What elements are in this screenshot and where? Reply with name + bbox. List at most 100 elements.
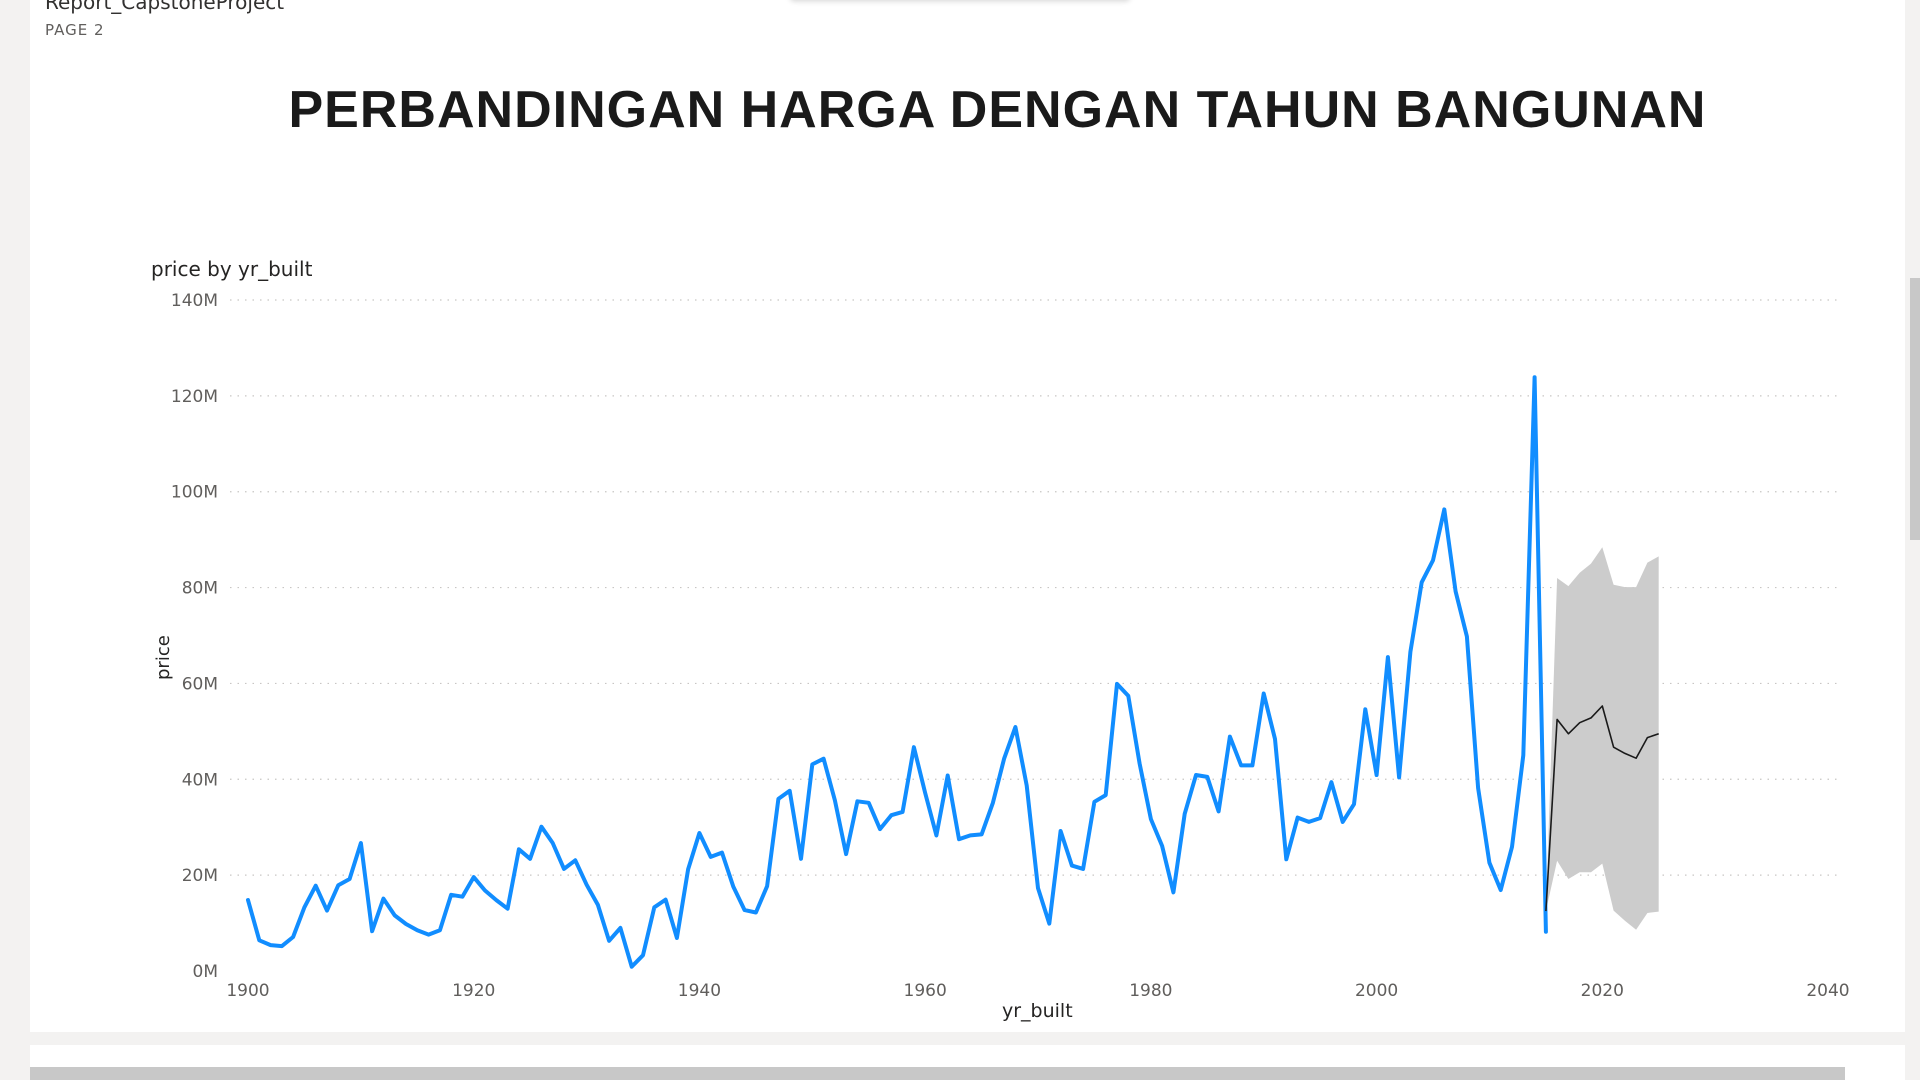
data-point[interactable]	[607, 939, 611, 943]
data-point[interactable]	[1442, 507, 1446, 511]
data-point[interactable]	[1420, 580, 1424, 584]
data-point[interactable]	[1138, 762, 1142, 766]
data-point[interactable]	[336, 883, 340, 887]
data-point[interactable]	[302, 905, 306, 909]
data-point[interactable]	[269, 943, 273, 947]
data-point[interactable]	[1318, 816, 1322, 820]
data-point[interactable]	[675, 936, 679, 940]
data-point[interactable]	[1059, 829, 1063, 833]
data-point[interactable]	[731, 885, 735, 889]
data-point[interactable]	[494, 898, 498, 902]
data-point[interactable]	[765, 884, 769, 888]
data-point[interactable]	[901, 810, 905, 814]
data-point[interactable]	[438, 928, 442, 932]
data-point[interactable]	[776, 797, 780, 801]
vertical-scrollbar[interactable]	[1910, 278, 1920, 540]
data-point[interactable]	[348, 877, 352, 881]
data-point[interactable]	[1329, 780, 1333, 784]
data-point[interactable]	[291, 935, 295, 939]
data-point[interactable]	[934, 833, 938, 837]
data-point[interactable]	[1070, 864, 1074, 868]
data-point[interactable]	[1115, 682, 1119, 686]
data-point[interactable]	[1228, 735, 1232, 739]
data-point[interactable]	[370, 929, 374, 933]
data-point[interactable]	[1092, 800, 1096, 804]
data-point[interactable]	[946, 774, 950, 778]
data-point[interactable]	[1149, 817, 1153, 821]
data-point[interactable]	[1262, 692, 1266, 696]
data-point[interactable]	[415, 928, 419, 932]
data-point[interactable]	[1239, 763, 1243, 767]
data-point[interactable]	[878, 827, 882, 831]
data-point[interactable]	[1352, 802, 1356, 806]
data-point[interactable]	[844, 852, 848, 856]
data-point[interactable]	[483, 889, 487, 893]
data-point[interactable]	[833, 798, 837, 802]
data-point[interactable]	[1002, 757, 1006, 761]
data-point[interactable]	[539, 825, 543, 829]
data-point[interactable]	[585, 883, 589, 887]
data-point[interactable]	[1171, 890, 1175, 894]
data-point[interactable]	[1386, 655, 1390, 659]
data-point[interactable]	[1476, 786, 1480, 790]
data-point[interactable]	[1183, 812, 1187, 816]
data-point[interactable]	[1431, 558, 1435, 562]
data-point[interactable]	[1307, 820, 1311, 824]
data-point[interactable]	[1465, 635, 1469, 639]
data-point[interactable]	[257, 938, 261, 942]
data-point[interactable]	[912, 745, 916, 749]
data-point[interactable]	[867, 801, 871, 805]
data-point[interactable]	[641, 953, 645, 957]
data-point[interactable]	[472, 875, 476, 879]
data-point[interactable]	[325, 909, 329, 913]
data-point[interactable]	[280, 944, 284, 948]
data-point[interactable]	[427, 933, 431, 937]
data-point[interactable]	[1047, 922, 1051, 926]
data-point[interactable]	[618, 926, 622, 930]
data-point[interactable]	[1544, 930, 1548, 934]
horizontal-scrollbar[interactable]	[30, 1067, 1845, 1080]
data-point[interactable]	[1454, 589, 1458, 593]
data-point[interactable]	[1081, 867, 1085, 871]
data-point[interactable]	[314, 884, 318, 888]
data-point[interactable]	[1533, 375, 1537, 379]
data-point[interactable]	[573, 858, 577, 862]
data-point[interactable]	[1499, 888, 1503, 892]
data-point[interactable]	[720, 851, 724, 855]
data-point[interactable]	[551, 841, 555, 845]
data-point[interactable]	[460, 895, 464, 899]
data-point[interactable]	[246, 898, 250, 902]
data-point[interactable]	[449, 893, 453, 897]
data-point[interactable]	[799, 857, 803, 861]
data-point[interactable]	[968, 833, 972, 837]
data-point[interactable]	[506, 907, 510, 911]
data-point[interactable]	[1341, 820, 1345, 824]
data-point[interactable]	[957, 837, 961, 841]
data-point[interactable]	[664, 898, 668, 902]
data-point[interactable]	[1296, 816, 1300, 820]
data-point[interactable]	[743, 908, 747, 912]
data-point[interactable]	[980, 832, 984, 836]
data-point[interactable]	[1160, 844, 1164, 848]
data-point[interactable]	[517, 847, 521, 851]
data-point[interactable]	[630, 965, 634, 969]
data-point[interactable]	[1408, 650, 1412, 654]
data-point[interactable]	[810, 762, 814, 766]
data-point[interactable]	[1487, 861, 1491, 865]
data-point[interactable]	[923, 791, 927, 795]
data-point[interactable]	[686, 867, 690, 871]
data-point[interactable]	[393, 913, 397, 917]
data-point[interactable]	[404, 922, 408, 926]
data-point[interactable]	[528, 857, 532, 861]
data-point[interactable]	[1273, 737, 1277, 741]
data-point[interactable]	[1104, 793, 1108, 797]
data-point[interactable]	[1363, 707, 1367, 711]
forecast-line[interactable]	[1545, 705, 1659, 912]
data-point[interactable]	[1205, 775, 1209, 779]
series-line-price[interactable]	[246, 375, 1548, 969]
data-point[interactable]	[1013, 725, 1017, 729]
data-point[interactable]	[1510, 845, 1514, 849]
forecast-confidence-band[interactable]	[1545, 547, 1659, 930]
data-point[interactable]	[822, 757, 826, 761]
